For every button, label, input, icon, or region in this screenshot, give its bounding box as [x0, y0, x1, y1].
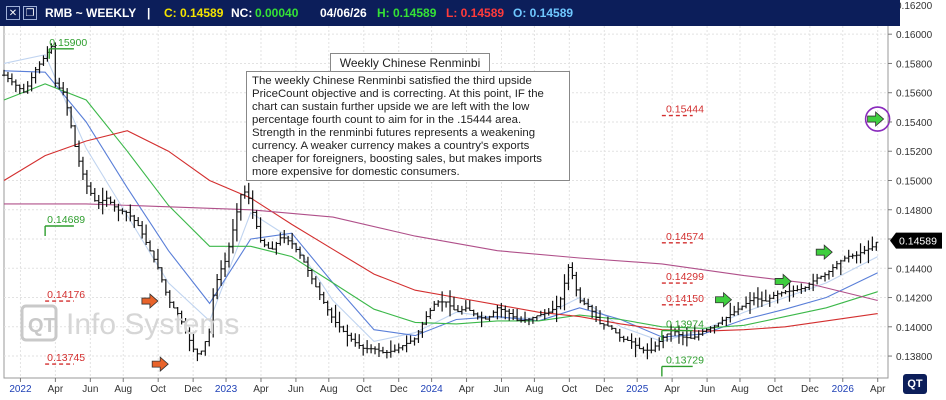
restore-icon[interactable]: ❐ — [23, 6, 37, 20]
x-tick-label: Apr — [253, 384, 269, 395]
x-tick-label: Jun — [82, 384, 98, 395]
moving-average-line — [3, 83, 878, 329]
x-tick-label: Oct — [767, 384, 783, 395]
x-tick-label: Jun — [288, 384, 304, 395]
y-tick-label: 0.13800 — [896, 352, 933, 363]
y-tick-label: 0.15200 — [896, 147, 933, 158]
signal-arrow — [815, 244, 833, 261]
moving-average-line — [3, 130, 878, 332]
y-axis: 0.16200 0.16000 0.15800 0.15600 0.15400 0.152… — [888, 1, 942, 363]
x-tick-label: Apr — [459, 384, 475, 395]
open-value: O: 0.14589 — [513, 6, 574, 20]
y-tick-label: 0.14400 — [896, 264, 933, 275]
last-price-marker: 0.14589 — [890, 232, 942, 249]
watermark-text: Info Systems — [66, 308, 239, 341]
level-label: 0.14689 — [47, 214, 85, 226]
signal-arrow — [151, 356, 169, 372]
y-tick-label: 0.14000 — [896, 323, 933, 334]
y-tick-label: 0.14800 — [896, 206, 933, 217]
chart-header: ✕ ❐ RMB ~ WEEKLY | C: 0.14589 NC: 0.0004… — [0, 0, 900, 26]
x-tick-label: Apr — [870, 384, 886, 395]
y-tick-label: 0.16200 — [896, 1, 933, 12]
y-tick-label: 0.15800 — [896, 59, 933, 70]
y-tick-label: 0.15000 — [896, 176, 933, 187]
x-tick-label: Oct — [562, 384, 578, 395]
annotation-title: Weekly Chinese Renminbi — [330, 53, 490, 73]
high-value: H: 0.14589 — [377, 6, 437, 20]
x-tick-label: Aug — [526, 384, 544, 395]
x-tick-label: Jun — [493, 384, 509, 395]
x-tick-label: Apr — [664, 384, 680, 395]
level-label: 0.14574 — [666, 231, 704, 243]
x-tick-label: 2024 — [420, 384, 443, 395]
level-label: 0.13729 — [666, 354, 704, 366]
level-label: 0.14299 — [666, 271, 704, 283]
last-price-label: 0.14589 — [899, 236, 937, 248]
x-tick-label: Dec — [801, 384, 819, 395]
x-tick-label: Dec — [595, 384, 613, 395]
y-tick-label: 0.15400 — [896, 118, 933, 129]
y-tick-label: 0.14200 — [896, 294, 933, 305]
svg-text:QT: QT — [28, 315, 56, 337]
x-tick-label: Apr — [48, 384, 64, 395]
signal-arrow — [715, 291, 733, 308]
level-label: 0.14150 — [666, 293, 704, 305]
x-tick-label: Dec — [390, 384, 408, 395]
x-tick-label: Aug — [114, 384, 132, 395]
price-bars — [2, 42, 879, 362]
x-tick-label: 2022 — [9, 384, 32, 395]
y-tick-label: 0.15600 — [896, 89, 933, 100]
annotation-box: The weekly Chinese Renminbi satisfied th… — [246, 71, 570, 181]
x-axis: 2022 Apr Jun Aug Oct Dec 2023 Apr Jun Aug Oct Dec 20… — [9, 378, 886, 395]
header-separator: | — [147, 6, 151, 20]
last-price-box — [890, 232, 942, 249]
netchange-label: NC: — [231, 6, 253, 20]
x-tick-label: Jun — [699, 384, 715, 395]
low-value: L: 0.14589 — [446, 6, 505, 20]
moving-average-line — [4, 203, 878, 302]
pricecount-levels: 0.15900 0.14689 0.14176 0.13745 0.15444 0.145… — [44, 37, 704, 377]
x-tick-label: Aug — [731, 384, 749, 395]
level-label: 0.14176 — [47, 289, 85, 301]
netchange-value: 0.00040 — [255, 6, 299, 20]
x-tick-label: Aug — [320, 384, 338, 395]
y-tick-label: 0.16000 — [896, 30, 933, 41]
x-tick-label: Oct — [150, 384, 166, 395]
level-label: 0.13745 — [47, 352, 85, 364]
signal-arrow — [867, 111, 885, 127]
bar-date: 04/06/26 — [320, 6, 367, 20]
level-label: 0.13974 — [666, 319, 704, 331]
target-circle — [864, 106, 891, 132]
symbol-label: RMB ~ WEEKLY — [45, 6, 137, 20]
moving-average-line — [3, 54, 878, 343]
level-label: 0.15900 — [49, 37, 87, 49]
x-tick-label: Oct — [356, 384, 372, 395]
watermark: QT Info Systems — [20, 300, 280, 350]
x-tick-label: 2026 — [832, 384, 855, 395]
close-icon[interactable]: ✕ — [6, 6, 20, 20]
level-label: 0.15444 — [666, 104, 704, 116]
qt-logo: QT — [903, 374, 927, 394]
signal-arrows — [141, 106, 891, 372]
close-value: C: 0.14589 — [164, 6, 224, 20]
x-tick-label: Dec — [184, 384, 202, 395]
moving-averages — [3, 54, 878, 343]
x-tick-label: 2025 — [626, 384, 649, 395]
x-tick-label: 2023 — [215, 384, 238, 395]
signal-arrow — [774, 273, 792, 290]
signal-arrow — [141, 293, 159, 309]
